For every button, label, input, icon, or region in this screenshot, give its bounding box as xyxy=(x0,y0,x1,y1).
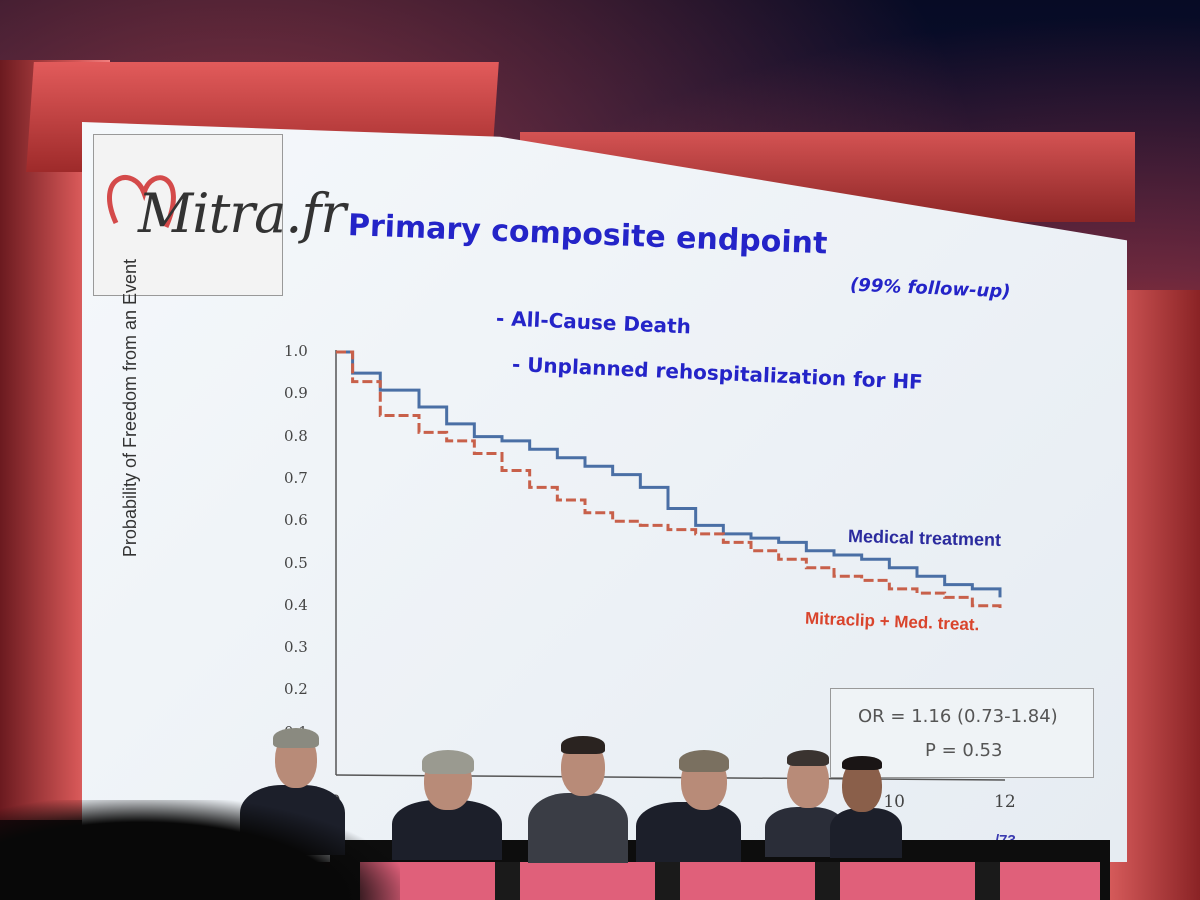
y-tick-label: 0.3 xyxy=(284,638,308,657)
panel-table-front xyxy=(360,862,1100,900)
logo-text: Mitra.fr xyxy=(138,182,346,245)
heart-logo-icon xyxy=(107,175,176,229)
y-tick-label: 0.2 xyxy=(284,680,308,699)
series-label-medical: Medical treatment xyxy=(847,526,1002,550)
y-tick-label: 0.6 xyxy=(284,511,308,530)
y-tick-label: 0.5 xyxy=(284,553,308,572)
x-tick-label: 10 xyxy=(883,792,905,812)
y-tick-label: 1.0 xyxy=(284,342,308,360)
series-line-medical xyxy=(336,350,1002,598)
y-tick-label: 0.4 xyxy=(284,595,308,614)
audience-silhouette xyxy=(0,800,400,900)
series-line-mitraclip xyxy=(336,350,1002,611)
y-tick-label: 0.8 xyxy=(284,426,308,445)
odds-ratio-text: OR = 1.16 (0.73-1.84) xyxy=(858,706,1058,727)
p-value-text: P = 0.53 xyxy=(925,740,1003,761)
y-tick-label: 0.9 xyxy=(284,384,308,403)
y-tick-label: 0.7 xyxy=(284,468,308,487)
logo-box xyxy=(93,134,283,296)
x-tick-label: 12 xyxy=(994,792,1016,812)
